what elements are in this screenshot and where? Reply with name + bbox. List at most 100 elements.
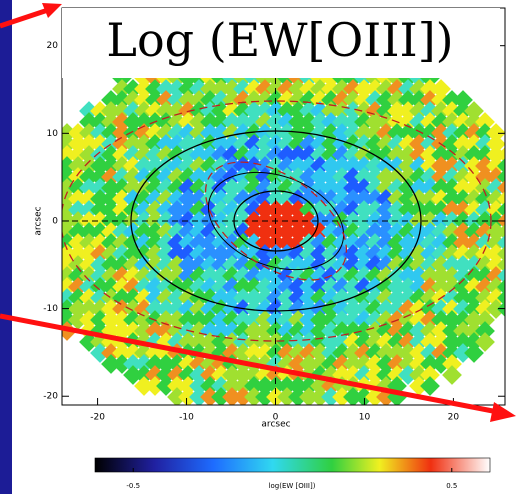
- map-cell: [101, 178, 121, 198]
- map-cell: [299, 332, 319, 352]
- map-cell: [266, 277, 286, 297]
- map-cell: [211, 310, 231, 330]
- map-cell: [156, 134, 176, 154]
- map-cell: [255, 123, 275, 143]
- map-cell: [79, 156, 99, 176]
- map-cell: [486, 255, 505, 275]
- map-cell: [365, 365, 385, 385]
- map-cell: [453, 200, 473, 220]
- map-cell: [387, 343, 407, 363]
- map-cell: [178, 354, 198, 374]
- map-cell: [387, 90, 407, 110]
- map-cell: [299, 321, 319, 341]
- map-cell: [233, 178, 253, 198]
- map-cell: [134, 365, 154, 385]
- map-cell: [211, 299, 231, 319]
- map-cell: [365, 343, 385, 363]
- map-cell: [101, 343, 121, 363]
- map-cell: [387, 365, 407, 385]
- map-cell: [178, 90, 198, 110]
- map-cell: [464, 112, 484, 132]
- map-cell: [222, 266, 242, 286]
- map-cell: [211, 233, 231, 253]
- map-cell: [464, 266, 484, 286]
- map-cell: [475, 288, 495, 308]
- map-cell: [464, 343, 484, 363]
- map-cell: [145, 277, 165, 297]
- map-cell: [68, 222, 88, 242]
- map-cell: [299, 233, 319, 253]
- map-cell: [387, 244, 407, 264]
- map-cell: [332, 167, 352, 187]
- map-cell: [134, 354, 154, 374]
- map-cell: [321, 299, 341, 319]
- map-cell: [376, 222, 396, 242]
- map-cell: [486, 167, 505, 187]
- map-cell: [365, 299, 385, 319]
- map-cell: [398, 332, 418, 352]
- map-cell: [222, 288, 242, 308]
- map-cell: [156, 277, 176, 297]
- map-cell: [332, 299, 352, 319]
- arrows: [0, 3, 516, 422]
- map-cell: [266, 178, 286, 198]
- map-cell: [255, 101, 275, 121]
- map-cell: [387, 101, 407, 121]
- map-cell: [167, 244, 187, 264]
- map-cell: [189, 244, 209, 264]
- map-cell: [442, 321, 462, 341]
- map-cell: [442, 112, 462, 132]
- map-cell: [189, 79, 209, 99]
- map-cell: [442, 167, 462, 187]
- map-cell: [101, 200, 121, 220]
- map-cell: [332, 79, 352, 99]
- map-cell: [167, 167, 187, 187]
- map-cell: [233, 134, 253, 154]
- map-cell: [222, 321, 242, 341]
- map-cell: [244, 321, 264, 341]
- map-cell: [321, 178, 341, 198]
- map-cell: [376, 354, 396, 374]
- map-cell: [376, 79, 396, 99]
- map-cell: [420, 299, 440, 319]
- map-cell: [409, 79, 429, 99]
- map-cell: [365, 244, 385, 264]
- map-cell: [200, 277, 220, 297]
- map-cell: [255, 189, 275, 209]
- map-cell: [354, 233, 374, 253]
- map-cell: [497, 200, 505, 220]
- map-cell: [189, 321, 209, 341]
- map-cell: [255, 387, 275, 405]
- map-cell: [101, 134, 121, 154]
- map-cell: [288, 101, 308, 121]
- map-cell: [365, 222, 385, 242]
- map-cell: [134, 321, 154, 341]
- colorbar: [94, 457, 491, 473]
- map-cell: [310, 354, 330, 374]
- x-tick-label: 0: [273, 413, 279, 423]
- map-cell: [145, 299, 165, 319]
- contour: [204, 161, 348, 281]
- map-cell: [178, 244, 198, 264]
- map-cell: [266, 90, 286, 110]
- map-cell: [156, 266, 176, 286]
- map-cell: [486, 189, 505, 209]
- map-cell: [167, 200, 187, 220]
- map-cell: [112, 200, 132, 220]
- map-cell: [79, 310, 99, 330]
- map-cell: [277, 134, 297, 154]
- map-cell: [222, 90, 242, 110]
- arrow: [0, 313, 499, 415]
- map-cell: [266, 387, 286, 405]
- map-cell: [486, 299, 505, 319]
- map-cell: [211, 266, 231, 286]
- map-cell: [68, 266, 88, 286]
- map-cell: [266, 134, 286, 154]
- map-cell: [387, 167, 407, 187]
- map-cell: [497, 211, 505, 231]
- map-cell: [145, 376, 165, 396]
- map-cell: [354, 244, 374, 264]
- map-cell: [299, 167, 319, 187]
- map-cell: [134, 156, 154, 176]
- map-cell: [453, 178, 473, 198]
